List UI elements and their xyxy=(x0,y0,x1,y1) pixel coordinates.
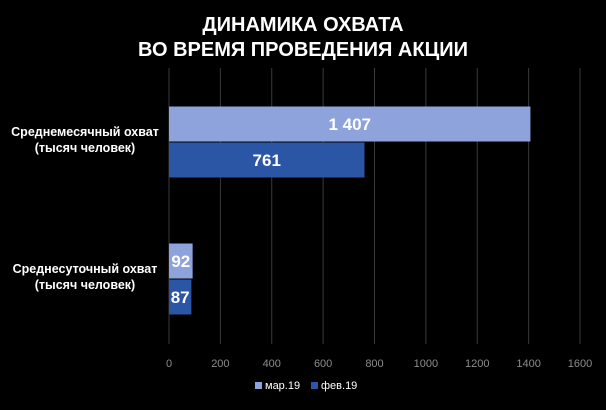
chart-title-line-2: ВО ВРЕМЯ ПРОВЕДЕНИЯ АКЦИИ xyxy=(138,39,468,61)
legend: мар.19 фев.19 xyxy=(255,380,357,392)
x-axis-tick-labels: 0 200 400 600 800 1000 1200 1400 1600 xyxy=(166,358,592,370)
bar-мар.19-1 xyxy=(169,243,193,279)
bars: 1 407 761 92 87 xyxy=(169,106,531,315)
x-tick-label: 200 xyxy=(211,358,229,370)
x-tick-label: 600 xyxy=(314,358,332,370)
data-label: 87 xyxy=(171,288,190,307)
data-label: 92 xyxy=(171,252,190,271)
category-label-1-line-2: (тысяч человек) xyxy=(35,278,135,292)
x-tick-label: 1000 xyxy=(414,358,438,370)
data-label: 761 xyxy=(253,151,281,170)
category-label-1-line-1: Среднесуточный охват xyxy=(13,262,158,276)
x-tick-label: 1200 xyxy=(465,358,489,370)
category-label-0-line-2: (тысяч человек) xyxy=(35,141,135,155)
x-tick-label: 800 xyxy=(365,358,383,370)
x-tick-label: 1400 xyxy=(516,358,540,370)
x-tick-label: 0 xyxy=(166,358,172,370)
category-label-0-line-1: Среднемесячный охват xyxy=(11,125,159,139)
legend-label-feb19: фев.19 xyxy=(321,380,357,392)
data-label: 1 407 xyxy=(328,115,371,134)
x-tick-label: 1600 xyxy=(568,358,592,370)
bar-фев.19-1 xyxy=(169,279,192,315)
x-tick-label: 400 xyxy=(263,358,281,370)
legend-label-mar19: мар.19 xyxy=(265,380,300,392)
legend-swatch-feb19 xyxy=(311,382,318,389)
legend-swatch-mar19 xyxy=(255,382,262,389)
bar-мар.19-0 xyxy=(169,106,531,142)
bar-фев.19-0 xyxy=(169,142,365,178)
chart-title-line-1: ДИНАМИКА ОХВАТА xyxy=(202,14,403,36)
